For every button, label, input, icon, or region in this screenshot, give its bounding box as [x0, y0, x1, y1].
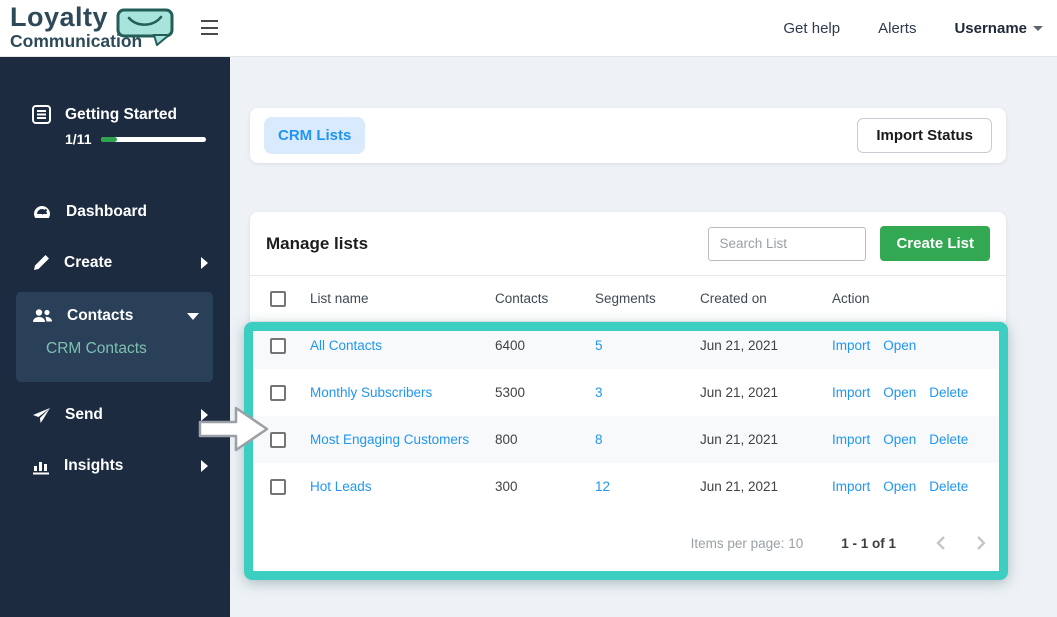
contacts-count: 300 — [495, 479, 518, 494]
dashboard-label: Dashboard — [66, 203, 147, 220]
col-list-name: List name — [310, 291, 369, 306]
row-checkbox[interactable] — [270, 337, 286, 354]
contacts-count: 800 — [495, 432, 518, 447]
insights-label: Insights — [64, 457, 124, 474]
created-date: Jun 21, 2021 — [700, 338, 779, 353]
import-link[interactable]: Import — [832, 432, 871, 447]
getting-started-progress-text: 1/11 — [65, 131, 92, 147]
get-help-link[interactable]: Get help — [783, 20, 841, 37]
table-header-row: List name Contacts Segments Created on A… — [250, 276, 1006, 322]
alerts-link[interactable]: Alerts — [878, 20, 917, 37]
sidebar-item-create[interactable]: Create — [32, 251, 208, 275]
table-row: All Contacts 6400 5 Jun 21, 2021 Import … — [250, 322, 1006, 369]
pagination-range: 1 - 1 of 1 — [841, 535, 896, 551]
list-name-link[interactable]: Hot Leads — [310, 479, 372, 494]
contacts-count: 6400 — [495, 338, 526, 353]
open-link[interactable]: Open — [883, 432, 917, 447]
open-link[interactable]: Open — [883, 385, 917, 400]
username-menu[interactable]: Username — [954, 20, 1043, 37]
list-name-link[interactable]: Monthly Subscribers — [310, 385, 433, 400]
import-link[interactable]: Import — [832, 338, 871, 353]
items-per-page-text: Items per page: — [690, 535, 785, 551]
chevron-down-icon — [187, 312, 199, 320]
chevron-right-icon — [977, 536, 986, 550]
created-date: Jun 21, 2021 — [700, 385, 779, 400]
send-label: Send — [65, 406, 103, 423]
paper-plane-icon — [33, 407, 50, 423]
sidebar-item-insights[interactable]: Insights — [32, 454, 208, 478]
open-link[interactable]: Open — [883, 479, 917, 494]
list-name-link[interactable]: Most Engaging Customers — [310, 432, 470, 447]
sidebar: Getting Started 1/11 Dashboard Create — [0, 57, 230, 617]
next-page-button[interactable] — [974, 535, 988, 551]
main-content: CRM Lists Import Status Manage lists Cre… — [230, 57, 1057, 617]
row-checkbox[interactable] — [270, 384, 286, 401]
list-name-link[interactable]: All Contacts — [310, 338, 383, 353]
tabs-card: CRM Lists Import Status — [250, 108, 1006, 163]
row-checkbox[interactable] — [270, 478, 286, 495]
import-link[interactable]: Import — [832, 385, 871, 400]
sidebar-item-getting-started[interactable]: Getting Started 1/11 — [32, 105, 210, 147]
bar-chart-icon — [33, 461, 49, 474]
sidebar-item-crm-contacts[interactable]: CRM Contacts — [46, 340, 147, 357]
segments-link[interactable]: 12 — [595, 479, 611, 494]
created-date: Jun 21, 2021 — [700, 432, 779, 447]
chevron-down-icon — [1033, 26, 1043, 31]
logo-text-line1: Loyalty — [10, 2, 109, 32]
select-all-checkbox[interactable] — [270, 290, 286, 307]
sidebar-group-contacts: Contacts CRM Contacts — [16, 292, 213, 382]
created-date: Jun 21, 2021 — [700, 479, 779, 494]
pagination: Items per page: 10 1 - 1 of 1 — [250, 520, 1006, 566]
chevron-right-icon — [201, 257, 208, 269]
list-icon — [32, 105, 51, 124]
items-per-page-label: Items per page: 10 — [691, 536, 804, 551]
people-icon — [33, 309, 52, 322]
chevron-right-icon — [201, 460, 208, 472]
col-action: Action — [832, 291, 870, 306]
getting-started-label: Getting Started — [65, 105, 177, 123]
contacts-label: Contacts — [67, 307, 134, 324]
open-link[interactable]: Open — [883, 338, 917, 353]
segments-link[interactable]: 3 — [595, 385, 603, 400]
manage-lists-card: Manage lists Create List List name Conta… — [250, 212, 1006, 578]
delete-link[interactable]: Delete — [929, 432, 969, 447]
table-row: Hot Leads 300 12 Jun 21, 2021 Import Ope… — [250, 463, 1006, 510]
getting-started-progress-bar — [101, 136, 207, 142]
username-label: Username — [954, 20, 1027, 37]
hamburger-menu-icon[interactable] — [201, 20, 218, 35]
search-list-input[interactable] — [708, 226, 867, 261]
col-contacts: Contacts — [495, 291, 549, 306]
contacts-count: 5300 — [495, 385, 526, 400]
app-logo: Loyalty Communication — [10, 3, 190, 50]
previous-page-button[interactable] — [934, 535, 948, 551]
speech-bubble-icon — [116, 8, 174, 46]
import-link[interactable]: Import — [832, 479, 871, 494]
create-label: Create — [64, 254, 113, 271]
table-row: Most Engaging Customers 800 8 Jun 21, 20… — [250, 416, 1006, 463]
tab-crm-lists[interactable]: CRM Lists — [264, 117, 366, 154]
logo-text-line2: Communication — [10, 31, 143, 51]
col-created-on: Created on — [700, 291, 767, 306]
create-list-button[interactable]: Create List — [880, 226, 990, 261]
manage-lists-header: Manage lists Create List — [250, 212, 1006, 276]
segments-link[interactable]: 5 — [595, 338, 603, 353]
sidebar-item-dashboard[interactable]: Dashboard — [32, 200, 208, 224]
top-header: Loyalty Communication Get help Alerts Us… — [0, 0, 1057, 57]
sidebar-item-contacts[interactable]: Contacts — [32, 304, 199, 328]
chevron-right-icon — [201, 409, 208, 421]
col-segments: Segments — [595, 291, 656, 306]
delete-link[interactable]: Delete — [929, 385, 969, 400]
sidebar-item-send[interactable]: Send — [32, 403, 208, 427]
chevron-left-icon — [936, 536, 945, 550]
table-row: Monthly Subscribers 5300 3 Jun 21, 2021 … — [250, 369, 1006, 416]
items-per-page-value[interactable]: 10 — [788, 535, 804, 551]
import-status-button[interactable]: Import Status — [857, 118, 992, 153]
row-checkbox[interactable] — [270, 431, 286, 448]
delete-link[interactable]: Delete — [929, 479, 969, 494]
header-nav: Get help Alerts Username — [783, 0, 1043, 57]
pencil-icon — [34, 255, 49, 270]
manage-lists-title: Manage lists — [266, 233, 369, 253]
segments-link[interactable]: 8 — [595, 432, 603, 447]
dashboard-gauge-icon — [34, 206, 50, 218]
